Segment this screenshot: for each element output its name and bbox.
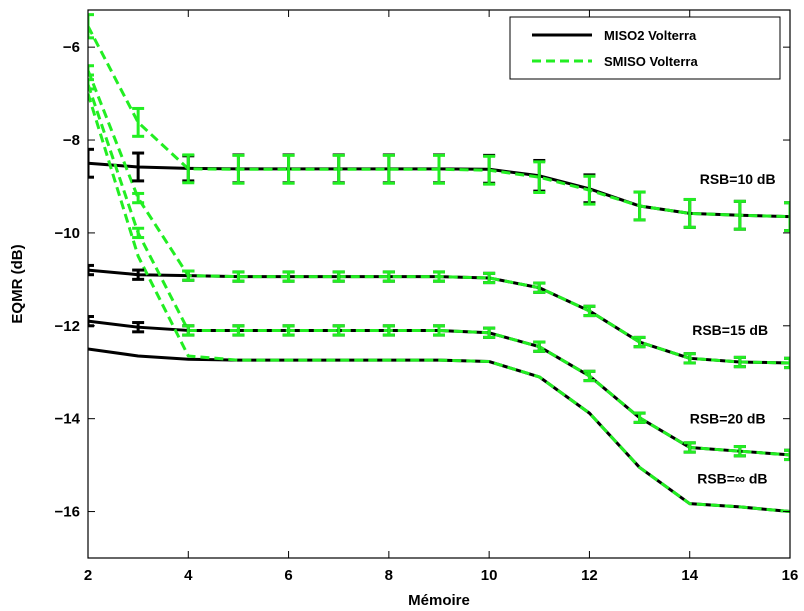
error-bar-smiso-2-14 — [683, 352, 696, 365]
x-tick-label: 2 — [84, 567, 92, 584]
curve-annotation: RSB=20 dB — [690, 410, 766, 426]
error-bar-smiso-3-4 — [182, 324, 195, 337]
legend-box — [509, 16, 781, 80]
error-bar-smiso-1-2 — [88, 13, 94, 40]
error-bar-smiso-3-16 — [784, 448, 790, 462]
error-bar-miso2-2-2 — [88, 263, 94, 277]
x-tick-label: 10 — [481, 567, 498, 584]
y-tick-label: −12 — [55, 318, 80, 335]
error-bar-smiso-3-9 — [433, 324, 445, 337]
error-bar-smiso-3-3 — [132, 226, 145, 240]
error-bar-smiso-1-9 — [433, 153, 445, 185]
x-axis-label: Mémoire — [408, 592, 470, 609]
error-bar-smiso-1-13 — [633, 190, 646, 222]
curve-annotation: RSB=15 dB — [692, 322, 768, 338]
error-bar-smiso-2-9 — [433, 270, 445, 283]
error-bar-smiso-1-3 — [132, 106, 145, 138]
curve-annotation: RSB=10 dB — [700, 171, 776, 187]
error-bar-smiso-3-11 — [533, 340, 546, 353]
error-bar-smiso-2-16 — [784, 356, 790, 370]
y-tick-label: −14 — [55, 411, 81, 428]
legend-label-miso2: MISO2 Volterra — [604, 28, 697, 43]
y-axis-label: EQMR (dB) — [9, 244, 26, 323]
legend: MISO2 Volterra SMISO Volterra — [509, 16, 781, 80]
axes-frame — [87, 9, 791, 559]
error-bar-miso2-1-2 — [88, 147, 94, 179]
error-bar-smiso-1-16 — [784, 201, 790, 233]
x-tick-label: 8 — [385, 567, 393, 584]
error-bar-smiso-1-11 — [533, 160, 546, 195]
error-bar-smiso-2-5 — [232, 270, 245, 283]
y-tick-label: −8 — [63, 132, 80, 149]
error-bar-smiso-2-12 — [583, 304, 596, 318]
error-bar-smiso-1-7 — [332, 153, 345, 185]
error-bar-miso2-1-3 — [132, 151, 145, 183]
error-bar-smiso-2-3 — [132, 191, 145, 205]
error-bar-smiso-3-2 — [88, 78, 94, 91]
error-bar-smiso-1-6 — [282, 153, 295, 185]
error-bar-smiso-3-14 — [683, 441, 696, 454]
curve-annotations: RSB=10 dB RSB=15 dB RSB=20 dB RSB=∞ dB — [690, 171, 776, 487]
error-bar-smiso-3-5 — [232, 324, 245, 337]
error-bar-smiso-3-7 — [332, 324, 345, 337]
error-bar-smiso-2-2 — [88, 64, 94, 77]
error-bar-miso2-2-3 — [132, 268, 145, 281]
series-line-smiso-3 — [88, 83, 790, 457]
error-bar-smiso-1-15 — [733, 199, 746, 231]
error-bar-smiso-1-8 — [382, 153, 395, 185]
x-tick-label: 14 — [681, 567, 698, 584]
curve-annotation: RSB=∞ dB — [697, 471, 767, 487]
error-bar-smiso-2-11 — [533, 281, 546, 294]
error-bar-smiso-3-15 — [733, 445, 746, 458]
error-bar-smiso-3-6 — [282, 324, 295, 337]
error-bar-smiso-2-15 — [733, 355, 746, 369]
x-tick-label: 4 — [184, 567, 193, 584]
axes: 2 4 6 8 10 12 14 16 −16 −14 −12 −10 −8 −6 — [55, 9, 799, 584]
y-tick-label: −6 — [63, 39, 80, 56]
error-bar-smiso-1-10 — [483, 154, 496, 186]
series-line-smiso-4 — [88, 93, 790, 514]
error-bar-smiso-1-4 — [182, 153, 195, 185]
x-tick-label: 6 — [284, 567, 292, 584]
error-bar-miso2-3-3 — [132, 321, 145, 334]
error-bar-smiso-3-10 — [483, 326, 496, 339]
y-tick-label: −16 — [55, 504, 80, 521]
x-tick-label: 12 — [581, 567, 598, 584]
x-tick-label: 16 — [782, 567, 799, 584]
error-bar-smiso-2-13 — [633, 335, 646, 349]
error-bar-smiso-2-7 — [332, 270, 345, 283]
error-bar-smiso-1-14 — [683, 197, 696, 229]
error-bar-smiso-3-13 — [633, 411, 646, 424]
error-bar-smiso-2-6 — [282, 270, 295, 283]
error-bar-smiso-2-4 — [182, 269, 195, 282]
error-bar-smiso-1-5 — [232, 153, 245, 185]
error-bar-smiso-2-10 — [483, 271, 496, 285]
error-bar-smiso-1-12 — [583, 174, 596, 206]
error-bar-smiso-3-8 — [382, 324, 395, 337]
error-bar-smiso-3-12 — [583, 369, 596, 383]
chart-marks — [88, 13, 790, 514]
legend-label-smiso: SMISO Volterra — [604, 54, 698, 69]
y-tick-label: −10 — [55, 225, 80, 242]
error-bar-smiso-2-8 — [382, 270, 395, 283]
